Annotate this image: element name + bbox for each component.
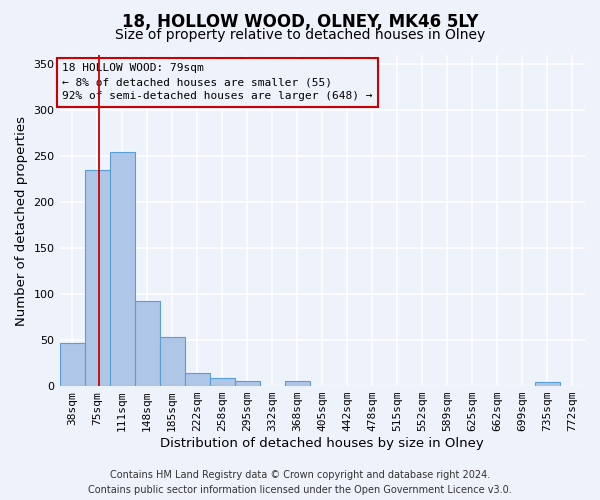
Bar bbox=[285, 382, 310, 386]
Text: 18, HOLLOW WOOD, OLNEY, MK46 5LY: 18, HOLLOW WOOD, OLNEY, MK46 5LY bbox=[122, 12, 478, 30]
Text: 18 HOLLOW WOOD: 79sqm
← 8% of detached houses are smaller (55)
92% of semi-detac: 18 HOLLOW WOOD: 79sqm ← 8% of detached h… bbox=[62, 64, 373, 102]
Y-axis label: Number of detached properties: Number of detached properties bbox=[15, 116, 28, 326]
Bar bbox=[209, 378, 235, 386]
Bar bbox=[235, 382, 260, 386]
Bar bbox=[535, 382, 560, 386]
Bar bbox=[110, 152, 134, 386]
Bar bbox=[134, 300, 160, 386]
Text: Size of property relative to detached houses in Olney: Size of property relative to detached ho… bbox=[115, 28, 485, 42]
Bar bbox=[85, 170, 110, 386]
Bar bbox=[185, 373, 209, 386]
X-axis label: Distribution of detached houses by size in Olney: Distribution of detached houses by size … bbox=[160, 437, 484, 450]
Bar bbox=[59, 343, 85, 386]
Bar bbox=[160, 338, 185, 386]
Text: Contains HM Land Registry data © Crown copyright and database right 2024.
Contai: Contains HM Land Registry data © Crown c… bbox=[88, 470, 512, 495]
